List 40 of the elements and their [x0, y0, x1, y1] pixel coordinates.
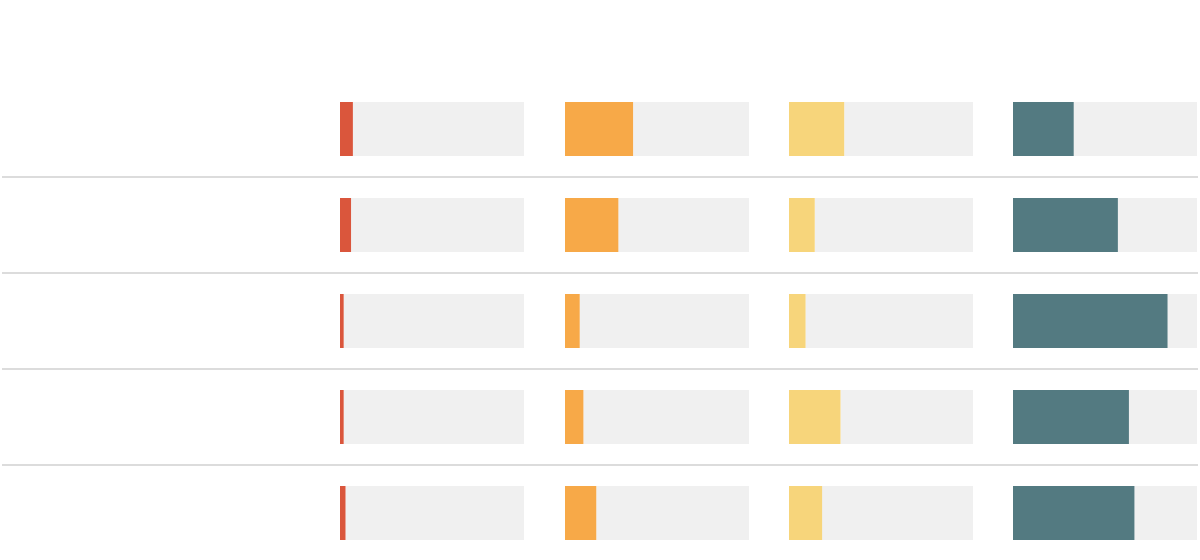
bar [340, 294, 344, 348]
bar [1117, 198, 1197, 252]
bar [565, 102, 634, 156]
bar [565, 294, 580, 348]
bar [822, 486, 973, 540]
bar [565, 486, 597, 540]
bar [596, 486, 749, 540]
bar [789, 198, 815, 252]
bar [618, 198, 749, 252]
bar [840, 390, 973, 444]
bar [805, 294, 973, 348]
bar [1013, 390, 1129, 444]
bar [1134, 486, 1197, 540]
bar [343, 390, 524, 444]
bar [340, 486, 346, 540]
bar [345, 486, 524, 540]
bar [1128, 390, 1197, 444]
bar [583, 390, 749, 444]
bar [1167, 294, 1197, 348]
bar [1013, 294, 1168, 348]
bar [1073, 102, 1197, 156]
bar [343, 294, 524, 348]
bar [789, 102, 845, 156]
bar [814, 198, 973, 252]
bar [1013, 486, 1135, 540]
bar [1013, 102, 1074, 156]
bar [789, 294, 806, 348]
bar [352, 102, 524, 156]
bar [1013, 198, 1118, 252]
bar [340, 390, 344, 444]
bar [633, 102, 749, 156]
bar [789, 486, 823, 540]
bar [340, 198, 352, 252]
bar [579, 294, 749, 348]
bar [844, 102, 973, 156]
bar [351, 198, 524, 252]
bar [789, 390, 841, 444]
bar [565, 198, 619, 252]
bar [340, 102, 353, 156]
bar [565, 390, 584, 444]
